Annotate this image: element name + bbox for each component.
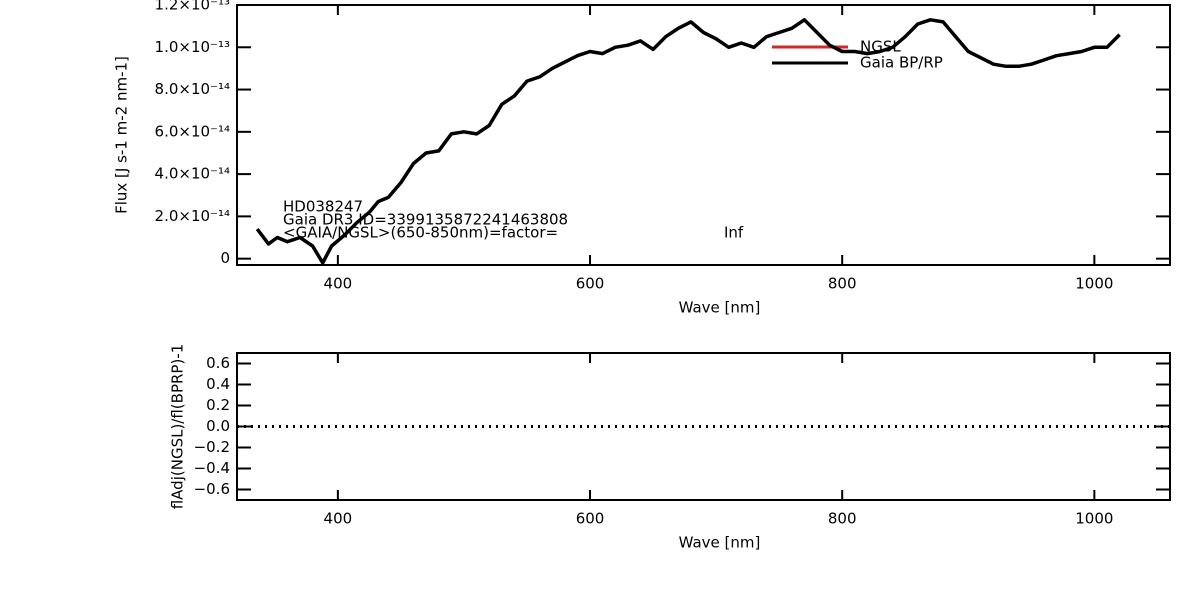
annotation: Gaia DR3 ID=3399135872241463808	[283, 211, 568, 229]
y-tick-label: 0	[220, 249, 230, 267]
x-tick-label: 1000	[1075, 275, 1113, 293]
y-tick-label: 0.0	[206, 417, 230, 435]
x-tick-label: 600	[576, 275, 605, 293]
x-tick-label: 400	[324, 275, 353, 293]
y-tick-label: −0.2	[194, 438, 230, 456]
y-tick-label: −0.6	[194, 480, 230, 498]
annotation: HD038247	[283, 198, 363, 216]
plot-frame	[236, 352, 1171, 501]
x-tick-label: 800	[828, 510, 857, 528]
y-tick-label: 0.4	[206, 375, 230, 393]
y-tick-label: 1.2×10⁻¹³	[155, 0, 230, 14]
plot-frame	[236, 4, 1171, 266]
y-tick-label: 8.0×10⁻¹⁴	[155, 80, 230, 98]
legend-label: NGSL	[860, 38, 901, 56]
x-tick-label: 400	[324, 510, 353, 528]
legend-label: Gaia BP/RP	[860, 54, 943, 72]
y-tick-label: 0.2	[206, 396, 230, 414]
annotation: Inf	[724, 224, 744, 242]
annotation: <GAIA/NGSL>(650-850nm)=factor=	[283, 224, 558, 242]
y-axis-label: Flux [J s-1 m-2 nm-1]	[113, 56, 131, 214]
y-tick-label: 0.6	[206, 354, 230, 372]
series-line	[255, 18, 1121, 265]
x-tick-label: 600	[576, 510, 605, 528]
y-tick-label: 6.0×10⁻¹⁴	[155, 122, 230, 140]
x-tick-label: 800	[828, 275, 857, 293]
y-tick-label: 1.0×10⁻¹³	[155, 38, 230, 56]
y-tick-label: 2.0×10⁻¹⁴	[155, 207, 230, 225]
y-axis-label: flAdj(NGSL)/fl(BPRP)-1	[169, 344, 187, 510]
y-tick-label: 4.0×10⁻¹⁴	[155, 165, 230, 183]
x-axis-label: Wave [nm]	[679, 299, 761, 317]
x-axis-label: Wave [nm]	[679, 534, 761, 552]
x-tick-label: 1000	[1075, 510, 1113, 528]
y-tick-label: −0.4	[194, 459, 230, 477]
